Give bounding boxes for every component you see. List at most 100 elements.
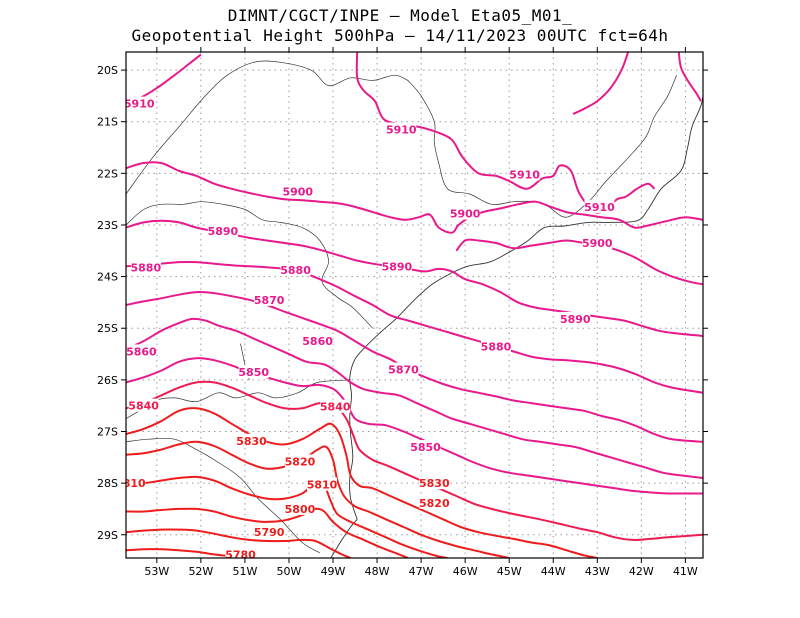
contour-label: 5910 [124, 98, 155, 111]
contour-label-bg [419, 476, 450, 490]
contour-label-bg [582, 236, 613, 250]
contour-label-bg [560, 311, 591, 325]
state-border [126, 437, 320, 554]
contour-label: 5850 [238, 366, 269, 379]
contour-label: 5900 [450, 208, 481, 221]
y-tick-label: 29S [97, 529, 118, 542]
contour-label: 5810 [307, 479, 338, 492]
contour-label-bg [307, 477, 338, 491]
contour-5810 [126, 475, 448, 558]
contour-label-bg [126, 96, 155, 110]
x-tick-label: 49W [321, 565, 346, 578]
gridlines [126, 52, 703, 558]
state-border [126, 60, 409, 195]
chart-title-line2: Geopotential Height 500hPa — 14/11/2023 … [131, 26, 669, 45]
contour-5900 [455, 238, 703, 286]
contour-label: 5840 [320, 401, 351, 414]
contour-label: 5910 [584, 201, 615, 214]
contour-5820 [126, 440, 510, 558]
x-tick-label: 50W [277, 565, 302, 578]
contour-label: 5820 [285, 455, 316, 468]
y-tick-label: 24S [97, 271, 118, 284]
contour-label-bg [254, 292, 285, 306]
y-tick-label: 28S [97, 477, 118, 490]
contour-label: 5840 [128, 400, 159, 413]
coastline [349, 95, 703, 520]
x-tick-label: 44W [541, 565, 566, 578]
y-tick-label: 25S [97, 322, 118, 335]
contour-label-bg [130, 260, 161, 274]
contour-label: 5880 [131, 261, 162, 274]
contour-label: 5830 [419, 477, 450, 490]
contour-label: 5850 [410, 441, 441, 454]
contour-label-bg [207, 224, 238, 238]
y-tick-label: 21S [97, 116, 118, 129]
contour-label-bg [225, 547, 256, 558]
contour-5910 [677, 52, 702, 102]
y-tick-label: 26S [97, 374, 118, 387]
contour-label: 5910 [509, 168, 540, 181]
contour-label: 5780 [225, 548, 256, 561]
contour-label-bg [280, 262, 311, 276]
contour-label: 5860 [302, 335, 333, 348]
contour-label-bg [126, 344, 157, 358]
contour-5910 [572, 52, 630, 115]
contour-label: 5910 [386, 123, 417, 136]
x-tick-label: 43W [585, 565, 610, 578]
contour-label-bg [480, 339, 511, 353]
contour-5900 [126, 161, 703, 234]
contour-label-bg [128, 398, 159, 412]
contour-label: 5880 [481, 340, 512, 353]
contour-5830 [126, 407, 598, 558]
x-tick-label: 51W [232, 565, 257, 578]
y-tick-label: 23S [97, 219, 118, 232]
contour-label: 5870 [388, 364, 419, 377]
contour-label-bg [419, 495, 450, 509]
y-tick-label: 20S [97, 64, 118, 77]
contour-5910 [126, 53, 202, 105]
contour-5800 [126, 507, 409, 558]
contour-5860 [126, 317, 703, 479]
contour-label-bg [282, 184, 313, 198]
contour-5850 [126, 357, 703, 495]
x-tick-label: 42W [629, 565, 654, 578]
x-tick-label: 46W [453, 565, 478, 578]
contour-label-bg [509, 167, 540, 181]
chart-title-line1: DIMNT/CGCT/INPE — Model Eta05_M01_ [227, 6, 573, 25]
x-tick-label: 48W [365, 565, 390, 578]
contour-label: 5900 [282, 185, 313, 198]
contour-label: 5880 [280, 264, 311, 277]
contour-labels: 5910 5910 5910 5910 5900 5900 5900 5890 5890 5890… [115, 96, 615, 561]
contour-label-bg [386, 122, 417, 136]
contour-label: 5890 [560, 313, 591, 326]
contour-label: 5790 [254, 526, 285, 539]
contour-label-bg [126, 476, 146, 490]
contour-label: 5820 [419, 497, 450, 510]
x-tick-label: 53W [144, 565, 169, 578]
contour-label-bg [236, 433, 267, 447]
contour-5880 [126, 260, 703, 394]
y-tick-label: 27S [97, 426, 118, 439]
state-border [407, 75, 677, 218]
contour-label-bg [238, 365, 269, 379]
state-border [126, 201, 373, 329]
axis-ticks: 53W 52W 51W 50W 49W 48W 47W 46W 45W 44W 43W 42W 41W 2… [97, 47, 708, 578]
contour-label-bg [388, 362, 419, 376]
plot-frame [125, 51, 704, 559]
contour-label-bg [584, 199, 615, 213]
contour-label: 5890 [382, 260, 413, 273]
contour-label: 5860 [126, 345, 157, 358]
contour-label-bg [320, 399, 351, 413]
contour-label: 5810 [115, 477, 146, 490]
contour-label-bg [284, 501, 315, 515]
contour-label-bg [381, 259, 412, 273]
x-tick-label: 41W [673, 565, 698, 578]
y-tick-label: 22S [97, 167, 118, 180]
contour-5790 [126, 528, 351, 558]
contour-label: 5900 [582, 237, 613, 250]
contour-label: 5870 [254, 294, 285, 307]
coastline [330, 519, 358, 558]
x-tick-label: 45W [497, 565, 522, 578]
contour-label-bg [410, 439, 441, 453]
